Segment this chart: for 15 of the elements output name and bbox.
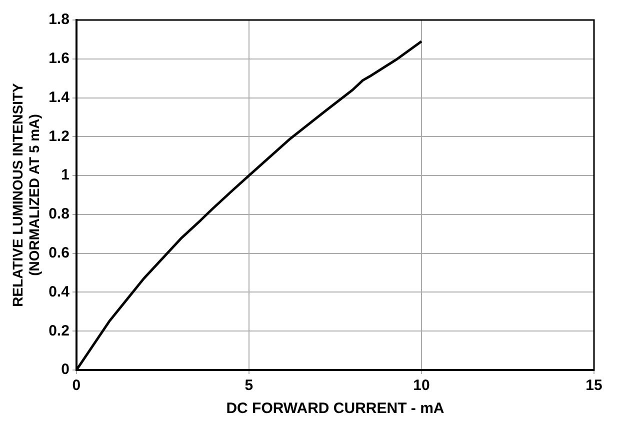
y-axis-title: RELATIVE LUMINOUS INTENSITY (NORMALIZED AT 5 mA) [9,82,42,307]
y-tick-label: 0.8 [48,206,70,223]
y-tick-label: 1.8 [48,11,70,28]
y-tick-label: 0.4 [48,283,70,300]
x-axis-title: DC FORWARD CURRENT - mA [226,400,444,418]
x-tick-label: 5 [244,377,254,394]
y-tick-label: 1 [61,166,70,184]
x-tick-label: 10 [413,377,430,394]
y-tick-label: 0.6 [48,244,70,262]
y-tick-label: 1.6 [48,50,70,68]
x-tick-label: 15 [586,377,602,394]
y-tick-label: 0.2 [48,322,70,340]
y-tick-label: 1.4 [48,88,70,106]
y-tick-label: 0 [61,361,70,378]
y-tick-label: 1.2 [48,128,70,145]
